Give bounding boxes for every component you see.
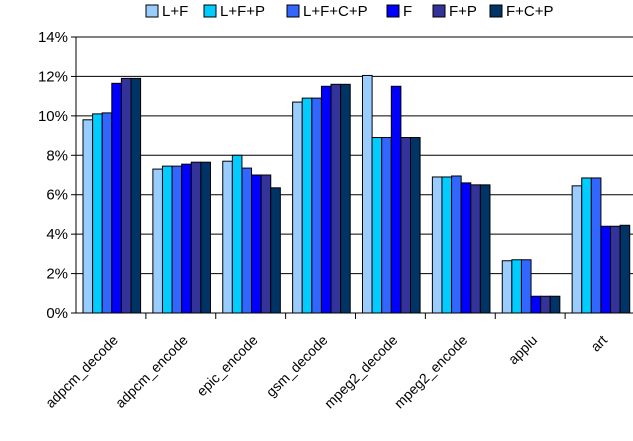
legend-label: L+F+C+P: [303, 3, 368, 20]
bar-mpeg2_encode-F+P: [470, 184, 481, 314]
bar-adpcm_decode-L+F: [82, 119, 94, 314]
bar-art-L+F+C+P: [590, 177, 602, 314]
bar-gsm_decode-F+P: [330, 83, 342, 314]
legend-swatch: [432, 4, 446, 18]
legend-label: L+F: [162, 3, 188, 20]
x-tick-label: mpeg2_encode: [391, 332, 471, 412]
bar-adpcm_decode-L+F+C+P: [101, 112, 113, 314]
bar-adpcm_decode-F+C+P: [130, 77, 142, 314]
legend-label: L+F+P: [220, 3, 265, 20]
legend-label: F+C+P: [506, 3, 554, 20]
bar-mpeg2_decode-L+F: [362, 74, 373, 314]
bar-applu-F: [530, 295, 542, 314]
y-tick-label: 12%: [38, 68, 68, 85]
bar-mpeg2_encode-L+F+C+P: [451, 175, 462, 314]
bar-epic_encode-L+F+C+P: [241, 167, 253, 314]
bar-applu-F+C+P: [549, 295, 561, 314]
bar-mpeg2_encode-F: [460, 182, 472, 314]
bar-art-L+F+P: [581, 177, 592, 314]
y-tick-label: 6%: [46, 187, 68, 204]
bar-gsm_decode-L+F+P: [301, 97, 313, 314]
y-tick-label: 10%: [38, 108, 68, 125]
bar-applu-L+F+P: [511, 259, 522, 314]
x-tick-label: adpcm_decode: [42, 332, 121, 411]
bar-epic_encode-L+F: [222, 160, 233, 314]
legend-label: F+P: [449, 3, 477, 20]
x-tick-label: mpeg2_decode: [321, 332, 401, 412]
bar-mpeg2_encode-L+F+P: [441, 176, 453, 314]
y-tick-label: 0%: [46, 305, 68, 322]
y-tick-label: 14%: [38, 29, 68, 46]
x-tick-label: applu: [505, 332, 541, 368]
bar-gsm_decode-F+C+P: [340, 83, 351, 314]
bar-applu-F+P: [540, 295, 551, 314]
bar-mpeg2_decode-F: [390, 85, 402, 314]
bar-applu-L+F+C+P: [520, 259, 532, 314]
bar-adpcm_encode-F+P: [190, 161, 202, 314]
bar-adpcm_encode-F: [181, 163, 192, 314]
bar-epic_encode-L+F+P: [231, 154, 243, 314]
bar-art-F+C+P: [619, 224, 631, 314]
y-tick-label: 4%: [46, 226, 68, 243]
x-tick-label: epic_encode: [193, 332, 261, 400]
bar-mpeg2_encode-L+F: [431, 176, 443, 314]
x-tick-label: gsm_decode: [263, 332, 331, 400]
legend: L+F L+F+P L+F+C+P F F+P F+C+P: [145, 3, 554, 20]
bar-epic_encode-F+P: [260, 174, 272, 314]
y-tick-label: 8%: [46, 147, 68, 164]
bar-gsm_decode-F: [320, 85, 332, 314]
bar-gsm_decode-L+F: [292, 101, 303, 314]
bar-gsm_decode-L+F+C+P: [311, 97, 322, 314]
bar-art-L+F: [571, 185, 583, 314]
bar-adpcm_encode-L+F+C+P: [171, 165, 183, 314]
x-tick-label: adpcm_encode: [112, 332, 191, 411]
bar-adpcm_decode-F+P: [120, 77, 132, 314]
bar-applu-L+F: [501, 260, 513, 314]
bar-mpeg2_decode-L+F+C+P: [381, 137, 392, 314]
x-tick-label: art: [587, 332, 610, 355]
bar-art-F+P: [610, 225, 621, 314]
bars: [82, 74, 631, 314]
legend-swatch: [386, 4, 400, 18]
bar-mpeg2_decode-L+F+P: [371, 137, 383, 314]
bar-adpcm_encode-L+F: [152, 168, 163, 314]
y-tick-label: 2%: [46, 266, 68, 283]
bar-epic_encode-F+C+P: [270, 187, 281, 314]
bar-art-F: [600, 225, 612, 314]
legend-swatch: [286, 4, 300, 18]
bar-adpcm_decode-F: [111, 82, 122, 314]
legend-swatch: [489, 4, 503, 18]
bar-adpcm_encode-F+C+P: [200, 161, 211, 314]
bar-mpeg2_decode-F+C+P: [410, 137, 421, 314]
legend-swatch: [145, 4, 159, 18]
bar-mpeg2_decode-F+P: [400, 137, 411, 314]
legend-swatch: [203, 4, 217, 18]
bar-adpcm_encode-L+F+P: [161, 165, 173, 314]
bar-mpeg2_encode-F+C+P: [479, 184, 491, 314]
y-axis-ticks: 0% 2% 4% 6% 8% 10% 12% 14%: [38, 29, 76, 322]
legend-label: F: [403, 3, 412, 20]
bar-adpcm_decode-L+F+P: [92, 113, 103, 314]
bar-epic_encode-F: [251, 174, 262, 314]
